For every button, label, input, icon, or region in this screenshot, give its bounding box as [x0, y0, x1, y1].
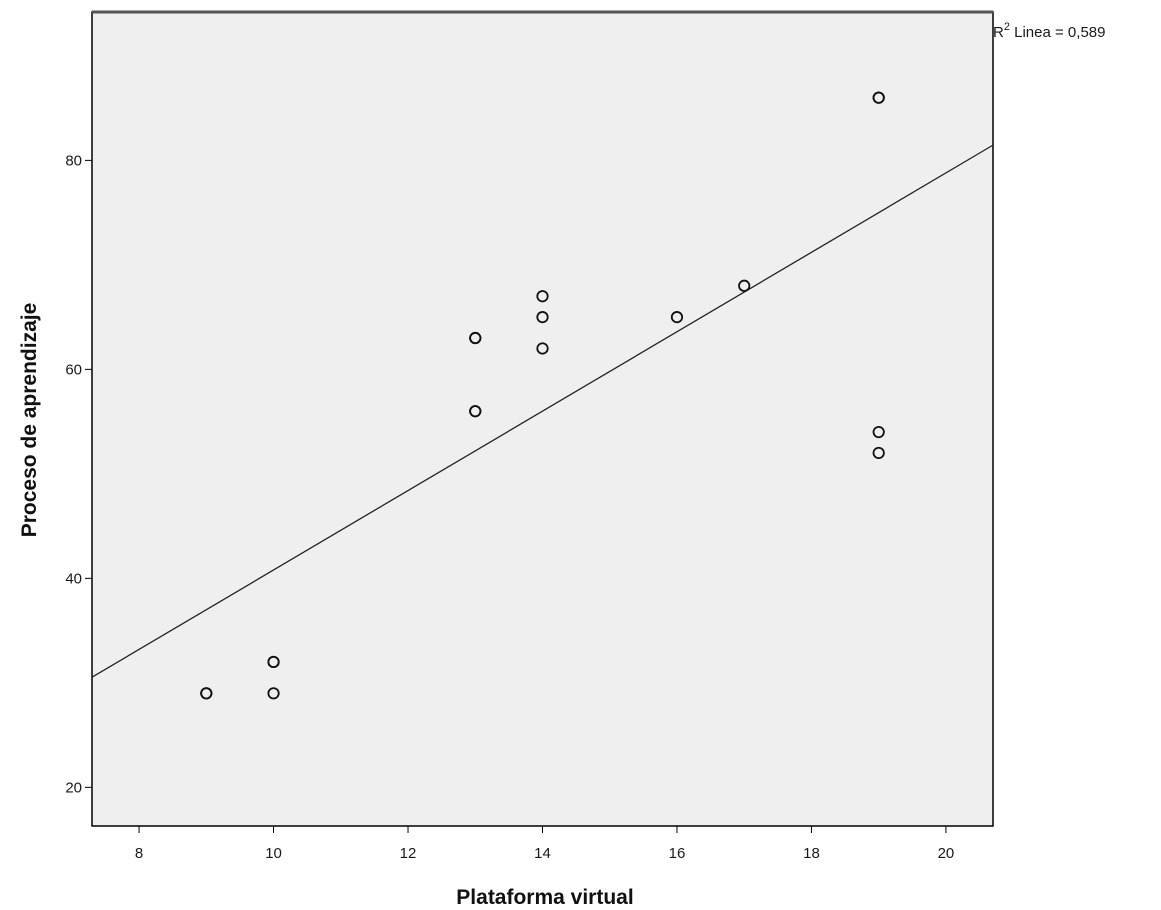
x-tick-label-18: 18: [803, 845, 820, 862]
fit-line: [91, 144, 994, 678]
data-point-11: [536, 311, 549, 324]
y-tick-label-80: 80: [65, 152, 82, 169]
x-tick-label-14: 14: [534, 845, 551, 862]
x-tick-label-8: 8: [135, 845, 143, 862]
data-point-3: [267, 687, 280, 700]
data-point-18: [872, 446, 885, 460]
data-point-17: [872, 425, 885, 439]
plot-area: [91, 11, 994, 827]
data-point-5: [267, 655, 280, 669]
y-axis: 20 40 60 80: [65, 152, 92, 796]
y-tick-label-20: 20: [65, 779, 82, 796]
data-point-9: [469, 331, 482, 345]
x-tick-label-16: 16: [669, 845, 686, 862]
r2-suffix: Linea = 0,589: [1010, 24, 1106, 41]
fit-line-layer: [91, 144, 994, 678]
r2-annotation: R2 Linea = 0,589: [993, 21, 1105, 41]
data-point-7: [469, 405, 482, 418]
x-tick-label-10: 10: [265, 845, 282, 862]
data-point-12: [536, 290, 549, 303]
x-tick-label-12: 12: [400, 845, 417, 862]
x-tick-label-20: 20: [938, 845, 955, 862]
r2-superscript: 2: [1004, 21, 1010, 33]
y-tick-label-40: 40: [65, 570, 82, 587]
data-point-10: [536, 342, 549, 355]
y-tick-label-60: 60: [65, 361, 82, 378]
data-point-13: [670, 311, 684, 324]
x-axis: 8 10 12 14 16 18 20: [135, 826, 954, 862]
r2-prefix: R: [993, 24, 1004, 41]
data-point-14: [738, 279, 751, 292]
data-point-16: [872, 91, 885, 104]
x-axis-title: Plataforma virtual: [456, 886, 633, 909]
data-point-2: [200, 687, 213, 700]
y-axis-title: Proceso de aprendizaje: [18, 303, 41, 538]
points-layer: [200, 91, 885, 700]
